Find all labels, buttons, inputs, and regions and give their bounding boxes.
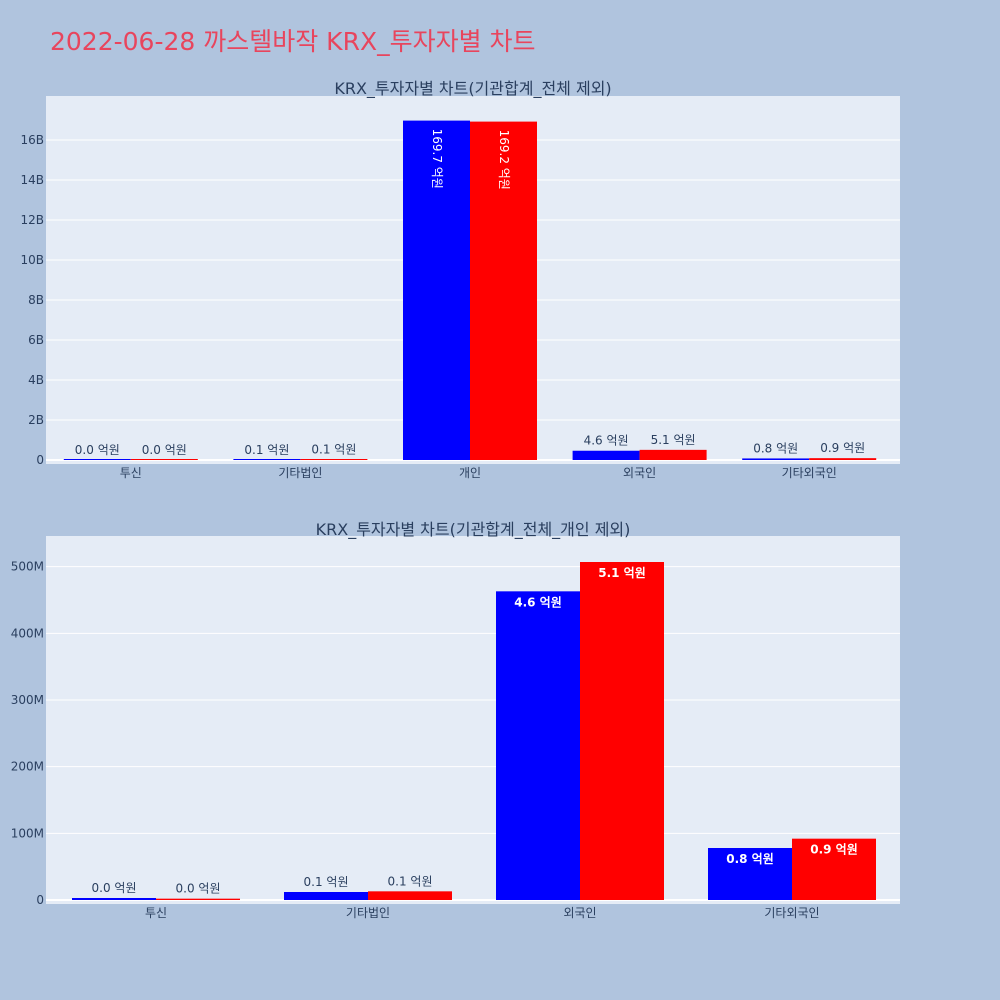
- chart-title: KRX_투자자별 차트(기관합계_전체_개인 제외): [316, 520, 631, 540]
- y-tick-label: 2B: [28, 413, 44, 427]
- y-tick-label: 12B: [20, 213, 44, 227]
- x-tick-label: 개인: [459, 466, 481, 480]
- bar: [300, 459, 368, 460]
- data-label: 0.1 억원: [304, 875, 349, 889]
- data-label: 5.1 억원: [651, 433, 696, 447]
- x-tick-label: 기타외국인: [764, 906, 819, 920]
- data-label: 0.1 억원: [244, 443, 289, 457]
- y-tick-label: 100M: [11, 826, 44, 840]
- x-tick-label: 기타외국인: [782, 466, 837, 480]
- data-label: 0.0 억원: [176, 882, 221, 896]
- chart-2: KRX_투자자별 차트(기관합계_전체_개인 제외) 0 100M 200M 300M 4…: [11, 520, 900, 920]
- y-tick-label: 300M: [11, 693, 44, 707]
- bar: [233, 459, 301, 460]
- bar: [470, 121, 537, 460]
- page-title: 2022-06-28 까스텔바작 KRX_투자자별 차트: [50, 27, 536, 56]
- data-label: 0.9 억원: [820, 441, 865, 455]
- y-tick-label: 400M: [11, 626, 44, 640]
- data-label: 0.9 억원: [810, 843, 858, 857]
- bar: [496, 591, 580, 900]
- y-tick-label: 10B: [20, 253, 44, 267]
- y-tick-label: 14B: [20, 173, 44, 187]
- data-label: 0.1 억원: [388, 874, 433, 888]
- bar: [639, 449, 707, 460]
- bar: [403, 120, 470, 460]
- data-label: 169.2 억원: [497, 130, 511, 190]
- data-label: 4.6 억원: [514, 595, 562, 609]
- y-tick-label: 6B: [28, 333, 44, 347]
- data-label: 0.8 억원: [753, 441, 798, 455]
- bar: [368, 891, 452, 900]
- y-tick-label: 500M: [11, 560, 44, 574]
- chart-title: KRX_투자자별 차트(기관합계_전체 제외): [334, 79, 611, 99]
- y-tick-label: 4B: [28, 373, 44, 387]
- plot-area: [46, 536, 900, 904]
- y-tick-label: 200M: [11, 760, 44, 774]
- chart-1: KRX_투자자별 차트(기관합계_전체 제외) 0 2B 4B 6B 8B 10B 12B 14…: [20, 79, 900, 480]
- bar: [72, 898, 156, 900]
- data-label: 5.1 억원: [598, 566, 646, 580]
- y-tick-label: 16B: [20, 133, 44, 147]
- data-label: 0.0 억원: [92, 881, 137, 895]
- data-label: 0.1 억원: [311, 443, 356, 457]
- data-label: 0.0 억원: [75, 443, 120, 457]
- data-label: 0.0 억원: [142, 443, 187, 457]
- y-tick-label: 8B: [28, 293, 44, 307]
- x-tick-label: 투신: [120, 466, 142, 480]
- x-tick-label: 외국인: [623, 466, 656, 480]
- x-tick-label: 투신: [145, 906, 167, 920]
- y-tick-label: 0: [36, 893, 44, 907]
- bar: [809, 458, 877, 460]
- bar: [792, 838, 876, 900]
- bar: [284, 892, 368, 900]
- y-tick-label: 0: [36, 453, 44, 467]
- data-label: 169.7 억원: [430, 129, 444, 189]
- bar: [63, 459, 131, 460]
- x-tick-label: 기타법인: [346, 906, 390, 920]
- bar: [156, 898, 240, 900]
- bar: [708, 848, 792, 900]
- data-label: 0.8 억원: [726, 852, 774, 866]
- data-label: 4.6 억원: [584, 434, 629, 448]
- bar: [580, 562, 664, 900]
- x-tick-label: 기타법인: [278, 466, 322, 480]
- bar: [572, 450, 640, 460]
- x-tick-label: 외국인: [563, 906, 596, 920]
- bar: [742, 458, 810, 460]
- bar: [130, 459, 198, 460]
